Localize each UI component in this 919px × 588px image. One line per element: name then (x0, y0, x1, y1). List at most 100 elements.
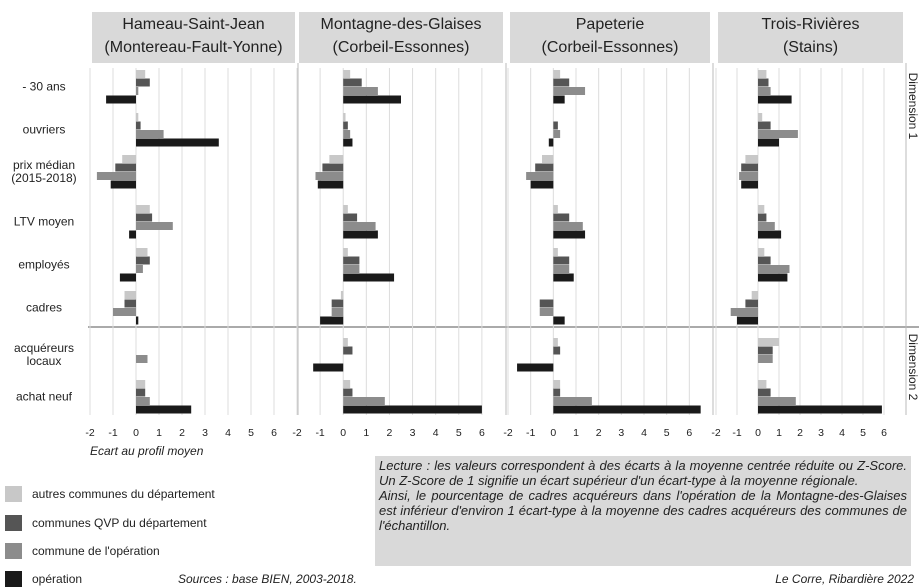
bar (758, 388, 771, 397)
x-tick-label: 1 (363, 427, 369, 439)
category-label: ouvriers (22, 122, 66, 137)
bar (343, 338, 348, 346)
x-tick-label: 1 (573, 427, 579, 439)
bar (343, 346, 353, 355)
bar (136, 78, 150, 87)
bar (136, 121, 141, 130)
bar (542, 155, 554, 163)
x-tick-label: 5 (664, 427, 670, 439)
bar (553, 95, 565, 104)
category-label: LTV moyen (13, 214, 75, 229)
bar (553, 213, 570, 222)
bar (136, 316, 139, 325)
bar (136, 138, 219, 147)
bar (124, 299, 136, 308)
bar (553, 205, 558, 213)
bar (115, 163, 136, 172)
bar (553, 316, 565, 325)
bar (741, 180, 758, 189)
bar (322, 163, 344, 172)
bar (136, 70, 146, 78)
bar (129, 230, 136, 239)
category-label: achat neuf (15, 389, 73, 404)
bar (343, 222, 376, 230)
panel-title: (Corbeil-Essonnes) (542, 39, 679, 56)
lecture-text: Ainsi, le pourcentage de cadres acquéreu… (379, 488, 907, 533)
bar (553, 346, 561, 355)
bar (136, 380, 146, 388)
category-label: - 30 ans (22, 79, 66, 94)
bar (553, 380, 561, 388)
bar (758, 405, 882, 414)
bar (329, 155, 344, 163)
bar (535, 163, 554, 172)
x-tick-label: 6 (881, 427, 887, 439)
bar (758, 355, 773, 363)
panel-header (299, 12, 503, 63)
bar (343, 78, 362, 87)
bar (343, 113, 346, 121)
bar (737, 316, 758, 325)
bar (553, 87, 586, 95)
panel-header (92, 12, 295, 63)
bar (745, 155, 758, 163)
bar (343, 205, 348, 213)
group-label: Dimension 1 (906, 73, 919, 140)
bar (343, 121, 348, 130)
x-tick-label: -1 (732, 427, 741, 439)
bar (136, 405, 192, 414)
bar (340, 291, 344, 299)
bar (758, 256, 771, 265)
bar (730, 308, 758, 316)
lecture-box: Lecture : les valeurs correspondent à de… (375, 456, 911, 566)
bar (553, 130, 561, 138)
bar (136, 248, 148, 256)
panel-title: (Stains) (783, 39, 838, 56)
legend-swatch (5, 571, 22, 587)
bar (745, 299, 758, 308)
bar (553, 70, 561, 78)
x-tick-label: 2 (387, 427, 393, 439)
bar (343, 130, 351, 138)
bar (343, 265, 360, 273)
x-axis-label: Ecart au profil moyen (90, 444, 204, 458)
x-tick-label: 4 (839, 427, 845, 439)
bar (758, 87, 771, 95)
bar (553, 405, 701, 414)
bar (320, 316, 344, 325)
x-tick-label: 0 (755, 427, 761, 439)
group-label: Dimension 2 (906, 334, 919, 401)
x-tick-label: -2 (292, 427, 301, 439)
bar (751, 291, 758, 299)
bar (110, 180, 136, 189)
bar (331, 308, 344, 316)
bar (343, 248, 348, 256)
bar (553, 222, 583, 230)
bar (553, 256, 570, 265)
panel-header (510, 12, 710, 63)
bar (343, 388, 353, 397)
x-tick-label: 0 (550, 427, 556, 439)
bar (758, 338, 779, 346)
bar (136, 130, 164, 138)
bar (548, 138, 554, 147)
legend-label: communes QVP du département (32, 516, 207, 530)
bar (553, 78, 570, 87)
bar (553, 248, 558, 256)
x-tick-label: 4 (225, 427, 231, 439)
panel-header (718, 12, 903, 63)
bar (758, 121, 771, 130)
lecture-text: Lecture : les valeurs correspondent à de… (379, 458, 907, 488)
bar (343, 70, 351, 78)
bar (136, 222, 173, 230)
bar (539, 308, 554, 316)
x-tick-label: 5 (860, 427, 866, 439)
bar (343, 256, 360, 265)
x-tick-label: 1 (776, 427, 782, 439)
bar (758, 95, 792, 104)
x-tick-label: -2 (85, 427, 94, 439)
bar (758, 70, 767, 78)
bar (553, 338, 558, 346)
